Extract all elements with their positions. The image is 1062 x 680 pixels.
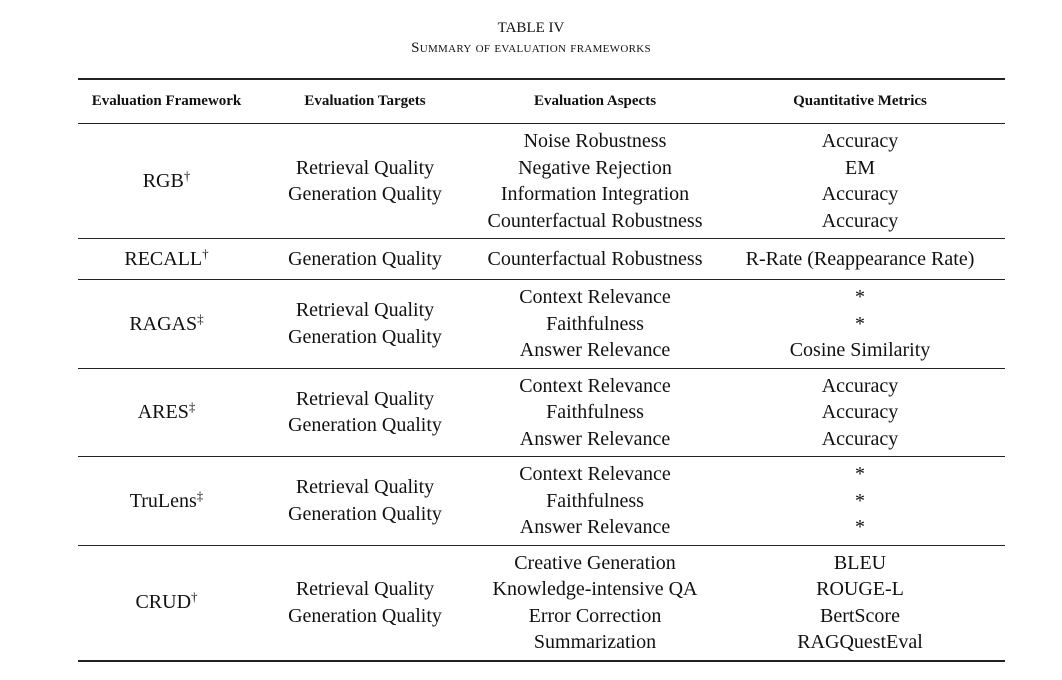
framework-cell: RAGAS‡ <box>78 280 255 369</box>
target-item: Retrieval Quality <box>295 578 435 600</box>
aspects-cell: Context Relevance Faithfulness Answer Rele… <box>475 280 715 369</box>
target-item: Generation Quality <box>288 414 442 437</box>
metrics-cell: * * Cosine Similarity <box>715 280 1005 369</box>
aspect-item: Negative Rejection <box>518 156 672 179</box>
framework-name: CRUD <box>135 591 192 614</box>
aspect-item: Context Relevance <box>519 286 671 308</box>
target-item: Retrieval Quality <box>295 387 435 410</box>
metric-item: Accuracy <box>821 427 899 450</box>
framework-marker: † <box>191 589 198 605</box>
targets-cell: Retrieval Quality Generation Quality <box>255 280 475 369</box>
aspect-item: Answer Relevance <box>519 427 671 450</box>
aspect-item: Summarization <box>533 631 657 653</box>
target-item: Generation Quality <box>288 183 442 205</box>
aspect-item: Counterfactual Robustness <box>487 247 703 270</box>
metric-item: Cosine Similarity <box>789 339 931 361</box>
metric-item: R-Rate (Reappearance Rate) <box>745 247 975 270</box>
column-header: Evaluation Framework <box>91 93 242 109</box>
metric-item: Accuracy <box>821 374 899 397</box>
aspect-item: Answer Relevance <box>519 516 671 538</box>
aspects-cell: Counterfactual Robustness <box>475 239 715 280</box>
framework-cell: ARES‡ <box>78 368 255 457</box>
aspects-cell: Context Relevance Faithfulness Answer Rele… <box>475 368 715 457</box>
aspects-cell: Creative Generation Knowledge-intensive Q… <box>475 545 715 661</box>
metrics-cell: Accuracy Accuracy Accuracy <box>715 368 1005 457</box>
header-row: Evaluation Framework Evaluation Targets … <box>78 79 1005 124</box>
target-item: Generation Quality <box>288 247 442 270</box>
aspect-item: Faithfulness <box>546 489 644 512</box>
framework-marker: ‡ <box>197 310 204 326</box>
metric-item: * <box>855 489 865 512</box>
metrics-cell: Accuracy EM Accuracy Accuracy <box>715 124 1005 239</box>
aspect-item: Noise Robustness <box>523 130 667 152</box>
metric-item: BLEU <box>833 551 887 574</box>
target-item: Retrieval Quality <box>295 476 435 499</box>
summary-table: Evaluation Framework Evaluation Targets … <box>78 78 1005 662</box>
aspect-item: Context Relevance <box>519 463 671 485</box>
metric-item: EM <box>845 156 875 179</box>
aspect-item: Information Integration <box>500 183 690 205</box>
framework-cell: CRUD† <box>78 545 255 661</box>
metric-item: RAGQuestEval <box>797 631 923 653</box>
metrics-cell: BLEU ROUGE-L BertScore RAGQuestEval <box>715 545 1005 661</box>
framework-marker: ‡ <box>188 399 196 414</box>
aspect-item: Knowledge-intensive QA <box>492 578 698 600</box>
framework-name: RECALL <box>124 247 203 270</box>
aspect-item: Faithfulness <box>546 312 644 335</box>
target-item: Generation Quality <box>288 604 442 627</box>
framework-name: RGB <box>142 169 184 192</box>
target-item: Retrieval Quality <box>295 299 435 322</box>
targets-cell: Generation Quality <box>255 239 475 280</box>
aspect-item: Error Correction <box>528 604 662 627</box>
table-row: TruLens‡ Retrieval Quality Generation Qual… <box>78 457 1005 546</box>
framework-marker: † <box>202 245 209 261</box>
target-item: Retrieval Quality <box>295 156 435 179</box>
metric-item: BertScore <box>820 604 900 627</box>
metric-item: ROUGE-L <box>816 578 904 600</box>
metrics-cell: R-Rate (Reappearance Rate) <box>715 239 1005 280</box>
metrics-cell: * * * <box>715 457 1005 546</box>
table-row: CRUD† Retrieval Quality Generation Quality… <box>78 545 1005 661</box>
aspect-item: Creative Generation <box>514 551 676 574</box>
metric-item: * <box>855 286 865 308</box>
metric-item: Accuracy <box>821 401 899 423</box>
framework-name: ARES <box>137 401 189 423</box>
table-row: RECALL† Generation Quality Counterfactual … <box>78 239 1005 280</box>
aspect-item: Answer Relevance <box>519 339 671 361</box>
targets-cell: Retrieval Quality Generation Quality <box>255 545 475 661</box>
framework-cell: RGB† <box>78 124 255 239</box>
table-row: RGB† Retrieval Quality Generation Quality N… <box>78 124 1005 239</box>
metric-item: Accuracy <box>821 183 899 205</box>
framework-cell: RECALL† <box>78 239 255 280</box>
table-title: TABLE IV <box>497 20 565 36</box>
targets-cell: Retrieval Quality Generation Quality <box>255 124 475 239</box>
target-item: Generation Quality <box>288 325 442 348</box>
framework-marker: ‡ <box>196 487 204 503</box>
table-row: RAGAS‡ Retrieval Quality Generation Qualit… <box>78 280 1005 369</box>
targets-cell: Retrieval Quality Generation Quality <box>255 457 475 546</box>
framework-cell: TruLens‡ <box>78 457 255 546</box>
column-header: Quantitative Metrics <box>793 93 927 109</box>
aspect-item: Faithfulness <box>546 401 644 423</box>
metric-item: * <box>855 516 865 538</box>
aspect-item: Context Relevance <box>519 374 671 397</box>
metric-item: * <box>855 463 865 485</box>
table-row: ARES‡ Retrieval Quality Generation Quality… <box>78 368 1005 457</box>
metric-item: Accuracy <box>821 130 899 152</box>
aspect-item: Counterfactual Robustness <box>487 209 703 232</box>
framework-marker: † <box>183 167 191 183</box>
metric-item: * <box>855 312 865 335</box>
aspects-cell: Context Relevance Faithfulness Answer Rele… <box>475 457 715 546</box>
metric-item: Accuracy <box>821 209 899 232</box>
framework-name: TruLens <box>129 489 197 512</box>
table-subtitle: Summary of evaluation frameworks <box>411 40 651 56</box>
targets-cell: Retrieval Quality Generation Quality <box>255 368 475 457</box>
column-header: Evaluation Targets <box>304 93 426 109</box>
target-item: Generation Quality <box>288 502 442 525</box>
framework-name: RAGAS <box>129 312 198 335</box>
aspects-cell: Noise Robustness Negative Rejection Inform… <box>475 124 715 239</box>
column-header: Evaluation Aspects <box>533 93 657 109</box>
